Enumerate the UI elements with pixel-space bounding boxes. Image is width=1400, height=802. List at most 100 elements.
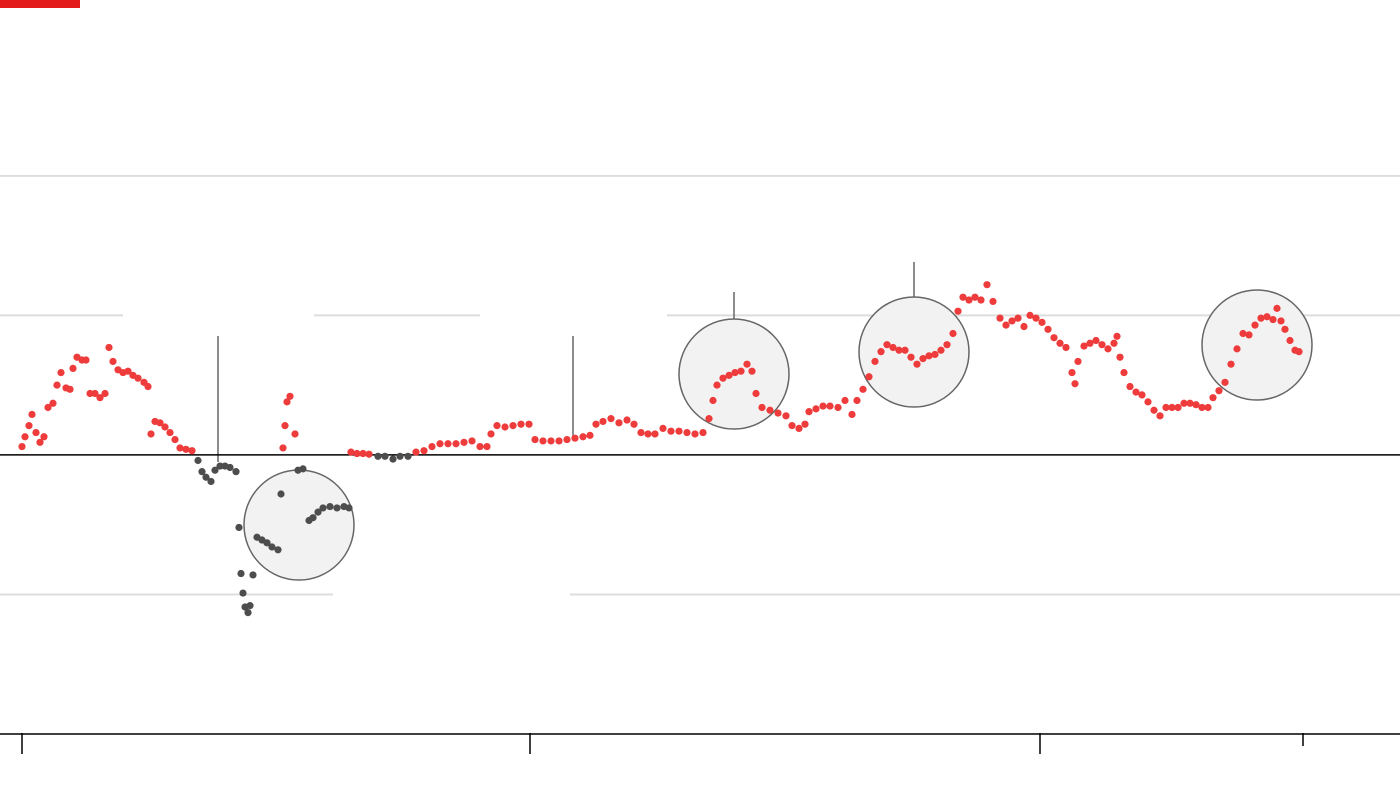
point xyxy=(156,419,164,427)
point xyxy=(1273,304,1281,312)
point xyxy=(1281,325,1289,333)
point xyxy=(493,422,501,430)
point xyxy=(389,455,397,463)
point xyxy=(1233,345,1241,353)
point xyxy=(748,367,756,375)
point xyxy=(1086,339,1094,347)
point xyxy=(1002,321,1010,329)
point xyxy=(211,466,219,474)
point xyxy=(1150,406,1158,414)
point xyxy=(144,382,152,391)
point xyxy=(834,403,842,412)
point xyxy=(487,430,495,438)
point xyxy=(691,430,699,438)
point xyxy=(1251,321,1259,329)
point xyxy=(637,428,645,437)
point xyxy=(931,350,939,359)
point xyxy=(848,410,856,419)
point xyxy=(235,523,243,532)
point xyxy=(766,406,774,414)
point xyxy=(1038,318,1046,326)
point xyxy=(795,424,803,432)
point xyxy=(32,428,40,437)
point xyxy=(96,394,104,402)
point xyxy=(374,452,382,460)
point xyxy=(1062,343,1070,352)
point xyxy=(101,389,109,398)
point xyxy=(853,396,861,405)
point xyxy=(805,408,813,416)
point xyxy=(1120,368,1128,377)
point xyxy=(1156,412,1164,420)
point xyxy=(176,444,184,452)
point xyxy=(1245,331,1253,339)
point xyxy=(1032,314,1040,322)
point xyxy=(737,367,745,375)
point xyxy=(436,440,444,448)
point xyxy=(989,297,997,306)
point xyxy=(889,343,897,352)
point xyxy=(1113,332,1121,340)
point xyxy=(333,504,341,512)
point xyxy=(1209,394,1217,402)
point xyxy=(1286,336,1294,345)
point xyxy=(1132,388,1140,396)
point xyxy=(1026,311,1034,319)
point xyxy=(1162,403,1170,412)
point xyxy=(279,444,287,452)
point xyxy=(277,490,285,498)
point xyxy=(1014,314,1022,322)
point xyxy=(509,422,517,430)
point xyxy=(901,346,909,354)
point xyxy=(359,449,367,458)
point xyxy=(1257,314,1265,322)
point xyxy=(782,412,790,420)
point xyxy=(1174,403,1182,412)
point xyxy=(752,389,760,398)
point xyxy=(1221,378,1229,386)
point xyxy=(232,468,240,476)
point xyxy=(1080,342,1088,350)
point xyxy=(547,437,555,445)
point xyxy=(1168,403,1176,412)
point xyxy=(1074,357,1082,366)
point xyxy=(801,420,809,428)
point xyxy=(965,296,973,304)
point xyxy=(675,427,683,435)
point xyxy=(758,403,766,412)
point xyxy=(239,589,247,597)
point xyxy=(274,546,282,554)
point xyxy=(198,468,206,476)
point xyxy=(615,419,623,427)
point xyxy=(659,424,667,432)
point xyxy=(25,422,33,430)
point xyxy=(147,430,155,438)
point xyxy=(1138,391,1146,399)
point xyxy=(1186,399,1194,407)
point xyxy=(599,417,607,426)
annotations xyxy=(217,262,1313,581)
point xyxy=(246,602,254,610)
point xyxy=(347,448,355,456)
point xyxy=(244,608,252,617)
point xyxy=(1044,325,1052,333)
point xyxy=(291,430,299,438)
point xyxy=(396,452,404,460)
point xyxy=(268,543,276,551)
point xyxy=(428,442,436,451)
point xyxy=(644,430,652,438)
point xyxy=(925,352,933,360)
point xyxy=(91,389,99,398)
point xyxy=(651,430,659,438)
point xyxy=(171,435,179,444)
point xyxy=(82,356,90,364)
point xyxy=(983,281,991,289)
point xyxy=(109,357,117,366)
point xyxy=(713,381,721,389)
point xyxy=(404,452,412,460)
point xyxy=(563,435,571,444)
point xyxy=(819,402,827,410)
point xyxy=(871,357,879,366)
